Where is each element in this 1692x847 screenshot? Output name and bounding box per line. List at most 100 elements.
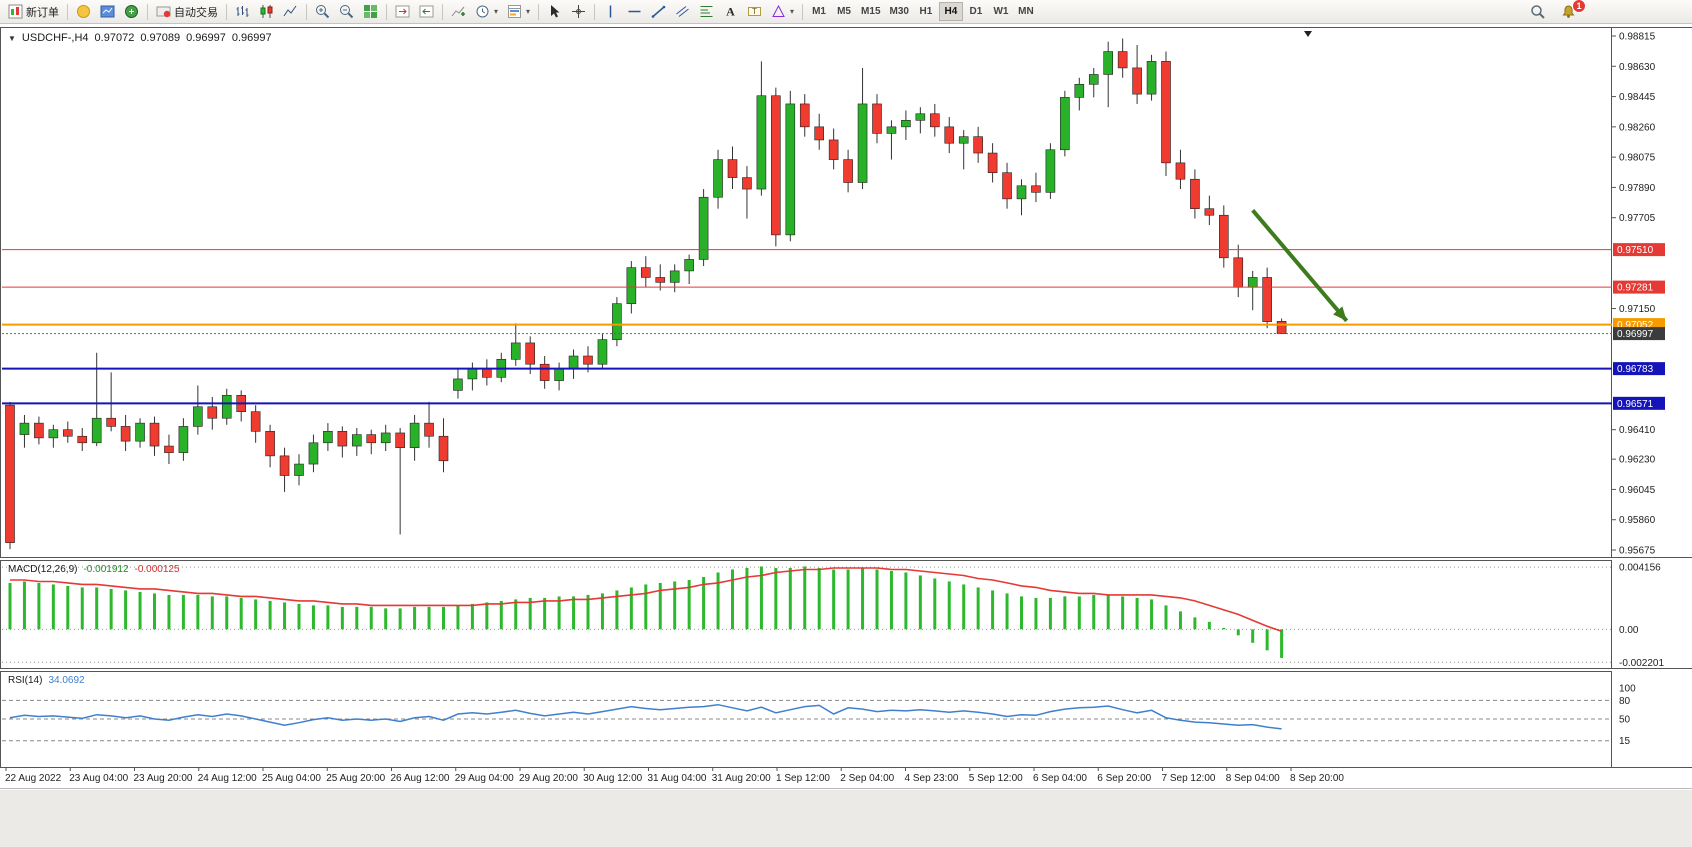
time-axis: 22 Aug 2022 23 Aug 04:00 23 Aug 20:00 24 Au… — [5, 767, 1344, 784]
time-axis-label: 4 Sep 23:00 — [905, 773, 959, 784]
trend-arrow-head — [1333, 306, 1347, 321]
price-axis: 0.98815 0.98630 0.98445 0.98260 0.98075 0.978… — [1612, 32, 1656, 557]
trendline-button[interactable] — [647, 2, 670, 22]
time-axis-label: 6 Sep 04:00 — [1033, 773, 1087, 784]
mql5-button[interactable] — [72, 2, 95, 22]
shapes-button[interactable]: ▾ — [767, 2, 798, 22]
templates-dropdown-arrow[interactable]: ▾ — [526, 7, 531, 16]
periods-button[interactable]: ▾ — [471, 2, 502, 22]
timeframe-h4-button[interactable]: H4 — [938, 2, 963, 21]
zoom-out-icon — [339, 4, 354, 19]
text-label-button[interactable]: T — [743, 2, 766, 22]
new-order-icon — [8, 4, 23, 19]
trend-arrow[interactable] — [1251, 209, 1349, 323]
candle-bull — [669, 270, 680, 283]
vertical-line-button[interactable] — [599, 2, 622, 22]
timeframe-mn-button[interactable]: MN — [1014, 2, 1038, 21]
candle-bear — [279, 455, 290, 476]
indicators-add-button[interactable] — [447, 2, 470, 22]
timeframe-m15-button[interactable]: M15 — [857, 2, 884, 21]
line-chart-button[interactable] — [279, 2, 302, 22]
candle-bear — [1175, 162, 1186, 180]
tile-windows-button[interactable] — [359, 2, 382, 22]
toolbar-separator — [538, 3, 540, 20]
rsi-name: RSI(14) — [8, 675, 43, 686]
toolbar-separator — [386, 3, 387, 20]
one-click-trading-toggle-icon[interactable]: ▼ — [8, 33, 16, 43]
chart-low-value: 0.96997 — [186, 32, 226, 44]
vertical-line-icon — [603, 4, 618, 19]
time-axis-label: 29 Aug 20:00 — [519, 773, 578, 784]
candle-bear — [1233, 257, 1244, 288]
candle-bull — [1088, 74, 1099, 85]
timeframe-d1-button[interactable]: D1 — [964, 2, 988, 21]
candle-bear — [655, 277, 666, 283]
candle-bear — [525, 342, 536, 365]
timeframe-m30-button[interactable]: M30 — [886, 2, 913, 21]
horizontal-line-button[interactable] — [623, 2, 646, 22]
candle-bear — [5, 404, 15, 543]
timeframe-m5-button[interactable]: M5 — [832, 2, 856, 21]
svg-text:15: 15 — [1619, 736, 1631, 747]
periods-dropdown-arrow[interactable]: ▾ — [494, 7, 499, 16]
candle-bear — [1002, 172, 1012, 200]
timeframe-h1-button[interactable]: H1 — [914, 2, 938, 21]
fibonacci-button[interactable] — [695, 2, 718, 22]
svg-text:0.00: 0.00 — [1619, 625, 1639, 636]
candle-bear — [539, 363, 550, 381]
candlestick-chart-button[interactable] — [255, 2, 278, 22]
candle-bear — [62, 429, 73, 437]
templates-button[interactable]: ▾ — [503, 2, 534, 22]
candle-bull — [1247, 277, 1258, 288]
autotrading-button[interactable]: 自动交易 — [152, 2, 222, 22]
cursor-button[interactable] — [543, 2, 566, 22]
zoom-in-icon — [315, 4, 330, 19]
notifications-icon — [1561, 4, 1576, 19]
candle-bear — [120, 426, 131, 442]
hline-price-tag — [1613, 396, 1665, 410]
candle-bear — [1132, 67, 1142, 95]
svg-text:0.96571: 0.96571 — [1617, 399, 1654, 410]
svg-text:0.95675: 0.95675 — [1619, 546, 1656, 557]
macd-signal-line — [10, 567, 1282, 632]
equidistant-channel-button[interactable] — [671, 2, 694, 22]
macd-indicator-label: MACD(12,26,9) -0.001912 -0.000125 — [8, 564, 180, 575]
panel-border — [0, 671, 1612, 768]
candle-bull — [901, 120, 911, 128]
svg-text:0.98075: 0.98075 — [1619, 153, 1656, 164]
shapes-dropdown-arrow[interactable]: ▾ — [790, 7, 795, 16]
terminal-button[interactable] — [96, 2, 119, 22]
chart-shift-button[interactable] — [391, 2, 414, 22]
periods-icon — [475, 4, 490, 19]
candle-bear — [1190, 178, 1200, 209]
new-order-button[interactable]: 新订单 — [4, 2, 63, 22]
chart-shift-marker[interactable] — [1304, 31, 1312, 37]
chart-close-value: 0.96997 — [231, 32, 272, 44]
macd-main-value: -0.001912 — [83, 564, 129, 575]
candle-bear — [814, 126, 825, 141]
timeframe-w1-button[interactable]: W1 — [989, 2, 1013, 21]
svg-text:0.96230: 0.96230 — [1619, 455, 1656, 466]
svg-text:0.97890: 0.97890 — [1619, 183, 1656, 194]
bar-chart-button[interactable] — [231, 2, 254, 22]
timeframe-m1-button[interactable]: M1 — [807, 2, 831, 21]
autotrading-label: 自动交易 — [174, 6, 218, 19]
svg-text:A: A — [726, 5, 735, 19]
zoom-out-button[interactable] — [335, 2, 358, 22]
candle-bull — [1016, 185, 1027, 200]
chart-canvas[interactable]: 0.98815 0.98630 0.98445 0.98260 0.98075 0.978… — [0, 24, 1692, 790]
search-button[interactable] — [1526, 2, 1549, 22]
svg-text:0.95860: 0.95860 — [1619, 515, 1656, 526]
crosshair-button[interactable] — [567, 2, 590, 22]
notification-badge: 1 — [1572, 0, 1586, 13]
candle-bull — [756, 95, 767, 190]
auto-scroll-button[interactable] — [415, 2, 438, 22]
text-button[interactable]: A — [719, 2, 742, 22]
zoom-in-button[interactable] — [311, 2, 334, 22]
text-label-icon: T — [747, 4, 762, 19]
notifications-button[interactable]: 1 — [1557, 0, 1586, 22]
market-watch-button[interactable] — [120, 2, 143, 22]
candle-bear — [1262, 277, 1272, 322]
candle-bear — [1276, 321, 1287, 334]
svg-text:100: 100 — [1619, 684, 1636, 695]
